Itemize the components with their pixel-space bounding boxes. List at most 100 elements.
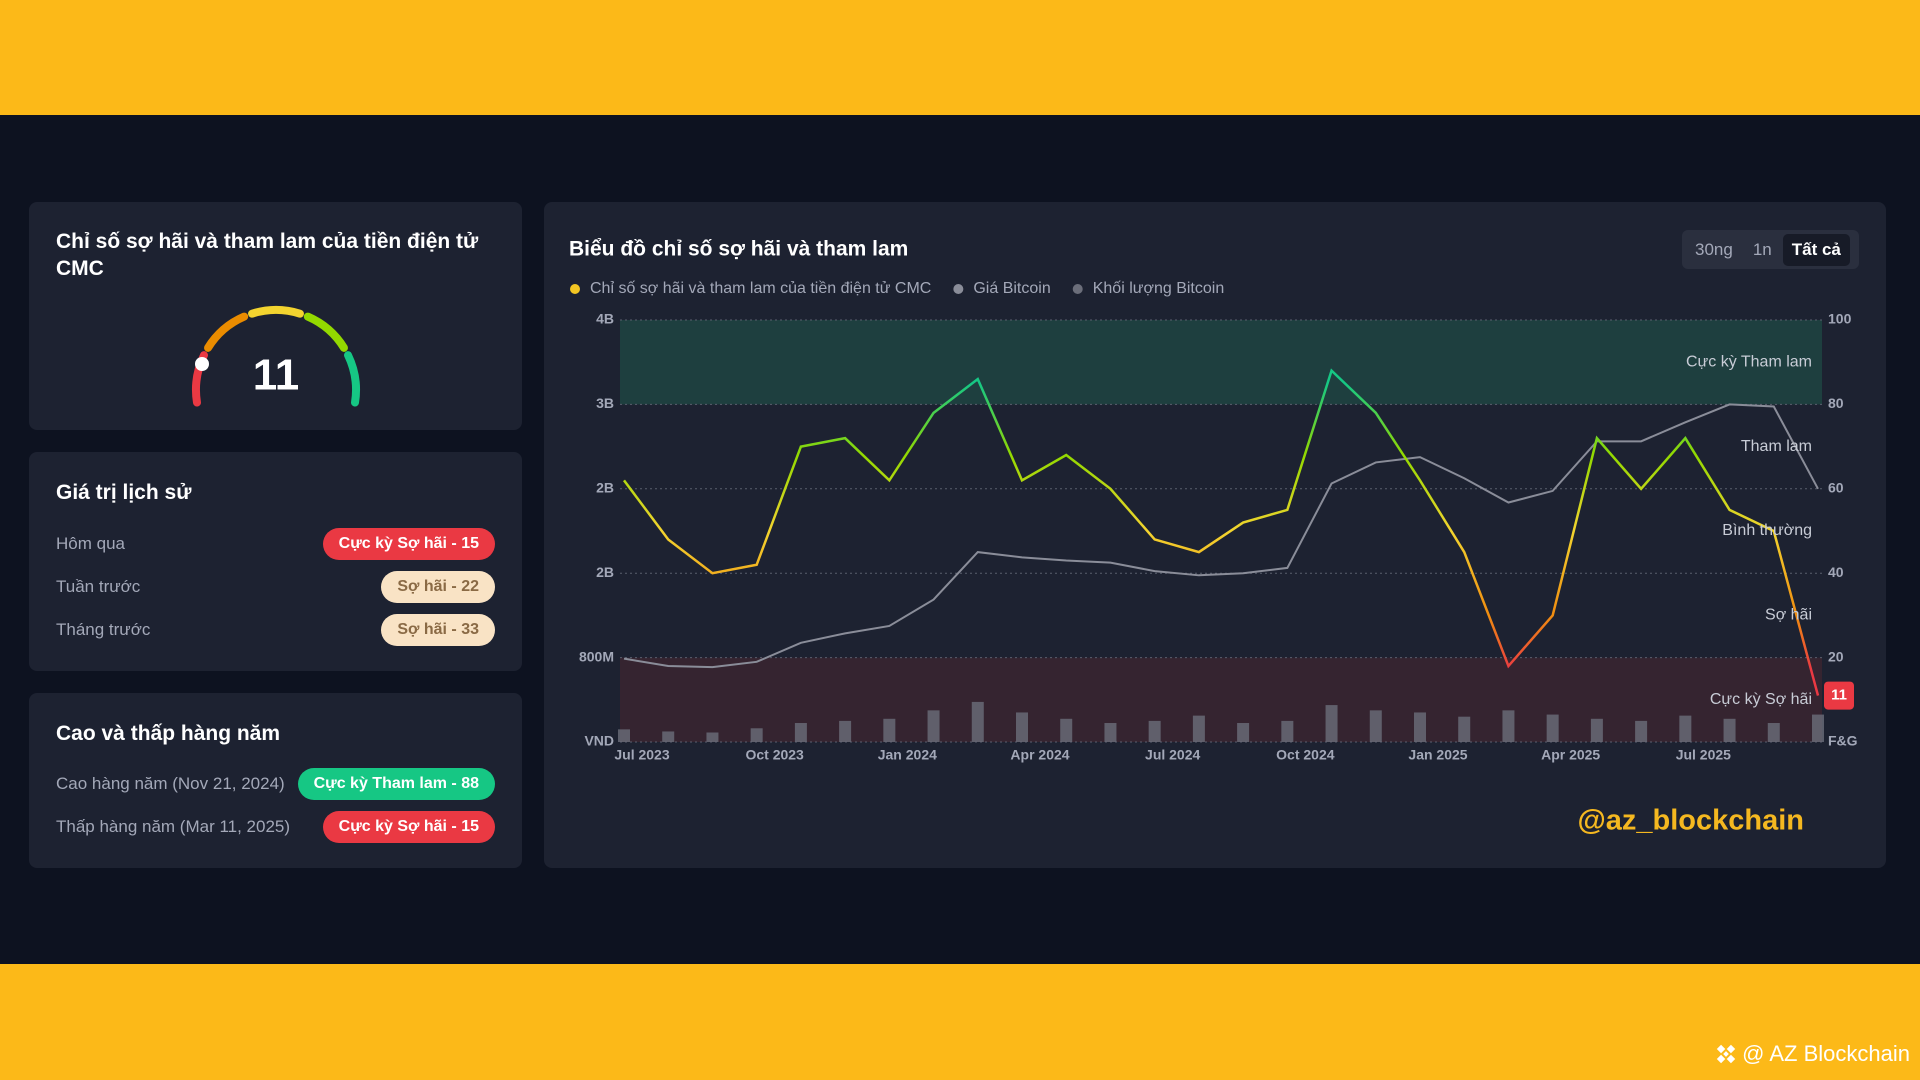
yearly-title: Cao và thấp hàng năm [56,722,281,745]
footer-icon [1716,1044,1736,1064]
yearly-card: Cao và thấp hàng năm Cao hàng năm (Nov 2… [29,693,522,868]
volume-bar [1192,715,1205,742]
y-tick-label: 4B [596,311,614,327]
zone-label: Cực kỳ Sợ hãi [1710,691,1812,708]
history-row: Hôm qua Cực kỳ Sợ hãi - 15 [56,528,495,560]
x-tick-label: Jan 2025 [1408,747,1467,763]
top-band [0,0,1920,115]
volume-bar [1502,710,1515,742]
volume-bar [1369,710,1382,742]
gauge-value: 11 [253,351,300,400]
volume-bar [839,720,852,742]
volume-bar [1812,714,1824,742]
zone [620,320,1822,405]
range-button[interactable]: Tất cả [1782,233,1850,266]
fear-greed-line [622,368,1820,696]
volume-bar [1679,715,1692,742]
x-tick-label: Jul 2025 [1676,747,1731,763]
y2-tick-label: 80 [1828,395,1844,411]
y2-tick-label: F&G [1828,733,1858,749]
volume-bar [662,731,675,742]
y2-tick-label: 100 [1828,311,1852,327]
volume-bar [1016,712,1028,742]
volume-bar [618,729,630,742]
range-button[interactable]: 30ng [1695,239,1733,259]
price-line [623,403,1819,669]
history-card: Giá trị lịch sử Hôm qua Cực kỳ Sợ hãi - 1… [29,452,522,671]
zone-label: Bình thường [1722,522,1812,539]
gauge-segment [303,312,348,352]
volume-bar [1148,720,1161,742]
volume-bar [1237,723,1250,742]
y2-tick-label: 60 [1828,480,1844,496]
history-row: Tuần trước Sợ hãi - 22 [56,571,495,603]
legend-dot [953,284,964,294]
gauge-segment [248,306,304,318]
volume-bar [1635,720,1648,742]
gauge-segment [344,351,360,407]
badge: Cực kỳ Sợ hãi - 15 [322,528,495,560]
y-tick-label: 2B [596,564,614,580]
chart-card: Biểu đồ chỉ số sợ hãi và tham lam @az_bl… [544,202,1886,868]
y2-tick-label: 40 [1828,564,1844,580]
y-tick-label: 800M [579,648,614,664]
yearly-row: Cao hàng năm (Nov 21, 2024) Cực kỳ Tham l… [56,768,495,800]
footer: @ AZ Blockchain [1714,1041,1910,1067]
x-tick-label: Oct 2023 [745,747,804,763]
volume-bar [1546,714,1559,742]
chart: Biểu đồ chỉ số sợ hãi và tham lam @az_bl… [569,238,1858,837]
volume-bar [706,732,719,742]
history-title: Giá trị lịch sử [56,481,192,504]
volume-bar [1458,716,1471,742]
row-label: Cao hàng năm (Nov 21, 2024) [56,774,285,793]
volume-bar [750,728,763,742]
volume-bar [1104,723,1117,742]
gauge-card: Chỉ số sợ hãi và tham lam của tiền điện … [29,202,522,430]
bottom-band [0,964,1920,1080]
gauge-pointer [195,357,209,371]
current-badge [1824,681,1854,710]
volume-bar [1281,720,1294,742]
legend-label: Giá Bitcoin [973,280,1050,297]
volume-bar [971,701,984,742]
watermark: @az_blockchain [1577,805,1804,837]
y-tick-label: VND [584,733,614,749]
range-button[interactable]: 1n [1752,239,1772,259]
legend-dot [1072,284,1083,294]
volume-bar [1060,718,1073,742]
yearly-row: Thấp hàng năm (Mar 11, 2025) Cực kỳ Sợ hã… [56,811,495,843]
gauge-title: Chỉ số sợ hãi và tham lam của tiền điện … [56,230,479,280]
badge: Cực kỳ Tham lam - 88 [297,768,495,800]
volume-bar [1767,723,1780,742]
x-tick-label: Apr 2024 [1010,747,1069,763]
badge: Sợ hãi - 22 [381,571,495,603]
zone-label: Cực kỳ Tham lam [1686,353,1812,370]
row-label: Tuần trước [56,577,141,596]
y-tick-label: 3B [596,395,614,411]
legend-label: Khối lượng Bitcoin [1093,280,1225,297]
row-label: Thấp hàng năm (Mar 11, 2025) [56,817,291,836]
zone-label: Sợ hãi [1765,607,1812,624]
range-toggle: 30ng 1n Tất cả [1682,230,1859,269]
history-row: Tháng trước Sợ hãi - 33 [56,614,495,646]
x-tick-label: Jan 2024 [878,747,937,763]
volume-bar [1723,718,1736,742]
badge: Sợ hãi - 33 [381,614,495,646]
y-tick-label: 2B [596,480,614,496]
volume-bar [794,723,807,742]
zone [620,657,1822,742]
volume-bar [1414,712,1426,742]
chart-title: Biểu đồ chỉ số sợ hãi và tham lam [569,238,908,261]
volume-bar [1590,718,1603,742]
x-tick-label: Oct 2024 [1276,747,1335,763]
volume-bar [883,718,896,742]
volume-bar [927,710,940,742]
x-tick-label: Jul 2024 [1145,747,1200,763]
row-label: Hôm qua [56,534,125,553]
gauge-segment [204,312,249,352]
zone-label: Tham lam [1741,438,1812,455]
x-tick-label: Apr 2025 [1541,747,1600,763]
x-tick-label: Jul 2023 [614,747,669,763]
legend-label: Chỉ số sợ hãi và tham lam của tiền điện … [590,280,931,297]
